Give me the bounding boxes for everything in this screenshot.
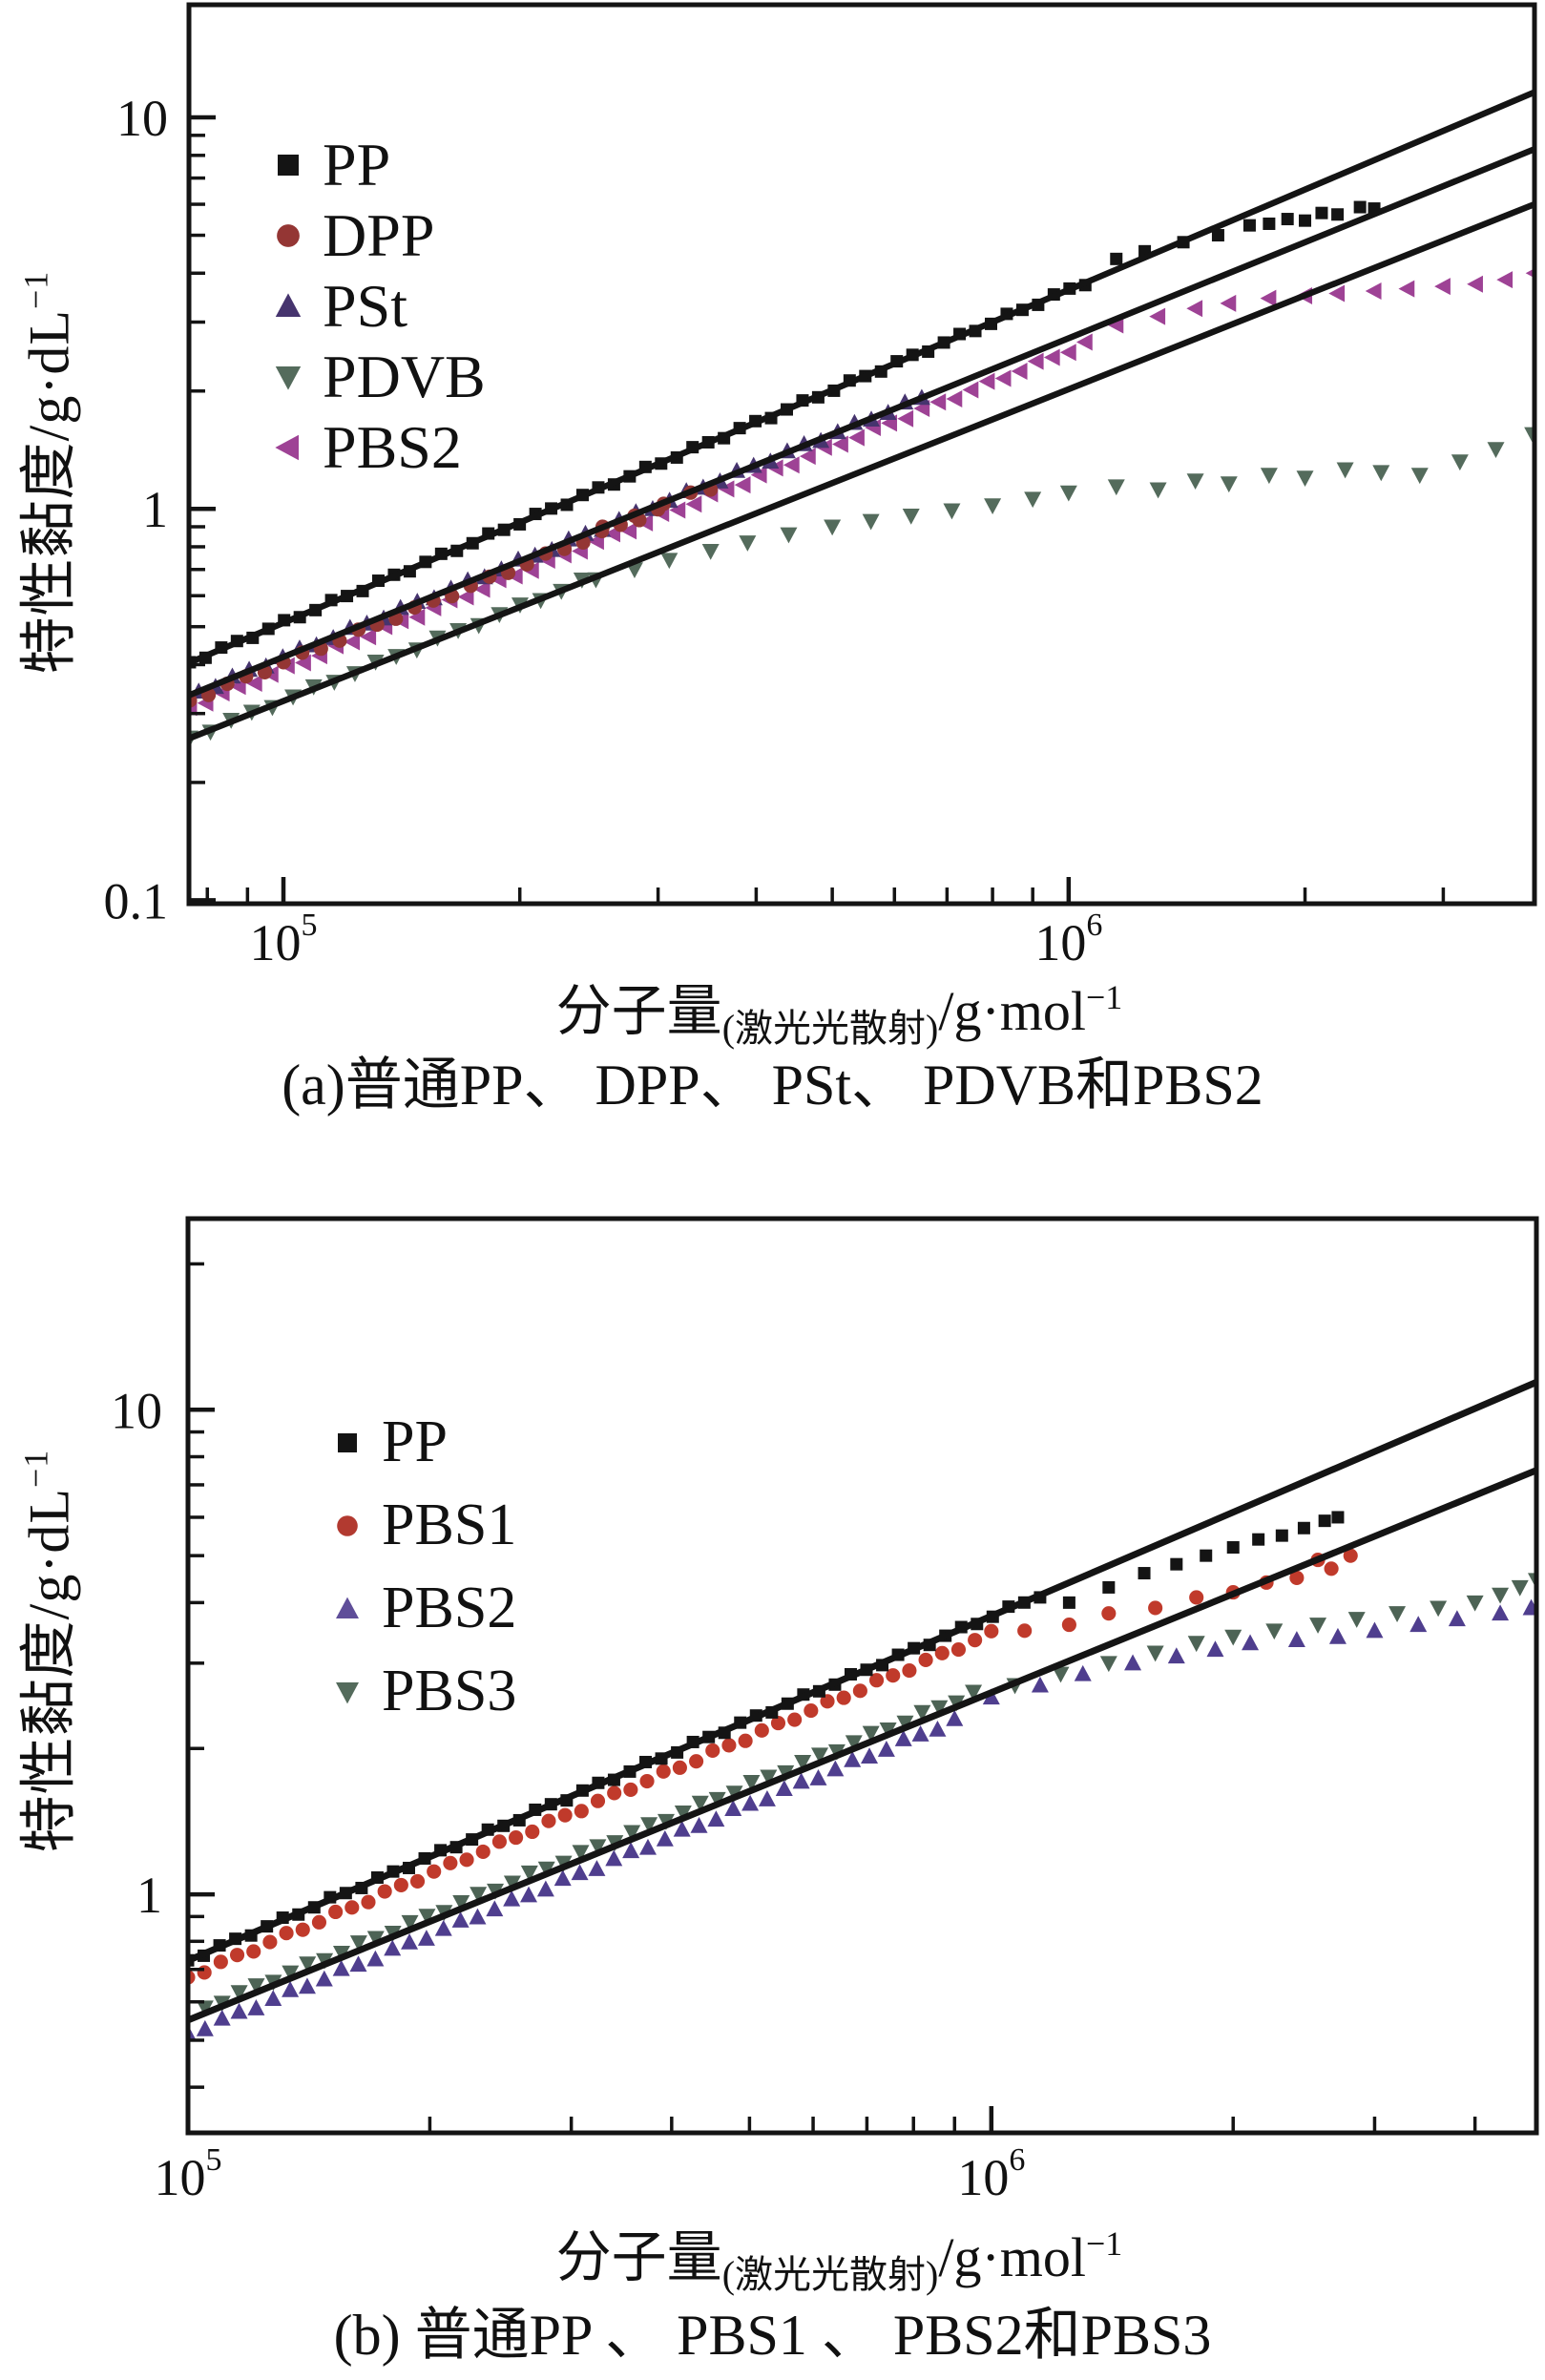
- legend-label: PBS3: [382, 1659, 517, 1723]
- legend-item-pdvb: PDVB: [271, 342, 486, 412]
- triangle-left-marker-icon: [275, 434, 299, 461]
- legend-label: PBS1: [382, 1493, 517, 1557]
- legend-label: PBS2: [382, 1576, 517, 1640]
- caption-b: (b) 普通PP 、 PBS1 、 PBS2和PBS3: [333, 2304, 1212, 2367]
- chart-a: 10 1 0.1 105 106: [104, 2, 1537, 971]
- legend-item-pbs3: PBS3: [330, 1650, 516, 1733]
- x-axis-label-unit: /g·mol: [938, 2226, 1086, 2288]
- chart-b-border: [185, 1216, 1539, 2136]
- legend-label: PDVB: [323, 343, 486, 410]
- x-axis-label-subscript: (激光光散射): [721, 2253, 939, 2296]
- circle-marker-icon: [337, 1514, 358, 1536]
- chart-b-y-tick-labels: 10 1: [111, 1382, 162, 1924]
- x-tick-label: 106: [1034, 908, 1102, 971]
- x-axis-label-unit: /g·mol: [938, 980, 1086, 1042]
- chart-b-ticks: [185, 1262, 1477, 2131]
- legend-item-pp: PP: [330, 1401, 516, 1484]
- y-tick-label: 10: [111, 1382, 162, 1439]
- circle-marker-icon: [277, 224, 300, 247]
- x-axis-label-subscript: (激光光散射): [721, 1007, 939, 1050]
- chart-b-fit-line-top: [188, 1379, 1536, 1964]
- y-tick-label: 1: [142, 481, 168, 538]
- y-axis-label-a: 特性黏度/g·dL−1: [3, 271, 86, 675]
- chart-a-fit-line-middle: [189, 146, 1535, 699]
- square-marker-icon: [338, 1432, 357, 1452]
- legend-a: PP DPP PSt PDVB PBS2: [271, 130, 486, 483]
- chart-b-x-tick-labels: 105 106: [155, 2142, 1026, 2206]
- triangle-down-marker-icon: [275, 366, 302, 390]
- x-axis-label-main: 分子量: [555, 2226, 722, 2288]
- chart-b: 10 1 105 106: [111, 1216, 1539, 2206]
- triangle-down-marker-icon: [336, 1681, 359, 1703]
- chart-b-fit-line-bottom: [188, 1467, 1536, 2024]
- y-axis-label-exponent: −1: [16, 270, 55, 309]
- x-tick-label: 105: [155, 2142, 222, 2206]
- x-tick-label: 105: [250, 908, 318, 971]
- legend-item-pbs2: PBS2: [330, 1567, 516, 1650]
- legend-label: PBS2: [323, 413, 462, 481]
- legend-item-pst: PSt: [271, 271, 486, 342]
- legend-label: PP: [382, 1409, 448, 1474]
- chart-a-border: [186, 2, 1537, 907]
- legend-label: PP: [323, 131, 391, 198]
- legend-label: PSt: [323, 272, 407, 340]
- chart-a-ticks: [191, 115, 1446, 903]
- x-axis-label-unit-exponent: −1: [1086, 978, 1123, 1016]
- y-tick-label: 10: [116, 90, 168, 147]
- chart-a-fit-line-bottom: [189, 201, 1535, 741]
- legend-item-pp: PP: [271, 130, 486, 200]
- legend-item-dpp: DPP: [271, 200, 486, 271]
- series-b-PBS2: [188, 1598, 1536, 2041]
- triangle-up-marker-icon: [275, 293, 302, 317]
- legend-b: PP PBS1 PBS2 PBS3: [330, 1401, 516, 1733]
- y-axis-label-text: 特性黏度/g·dL: [17, 1488, 81, 1853]
- triangle-up-marker-icon: [336, 1597, 359, 1618]
- legend-item-pbs2: PBS2: [271, 412, 486, 483]
- series-b-PBS1: [188, 1548, 1358, 1985]
- square-marker-icon: [278, 155, 299, 176]
- x-axis-label-main: 分子量: [555, 980, 722, 1042]
- y-tick-label: 0.1: [104, 872, 169, 929]
- x-tick-label: 106: [957, 2142, 1025, 2206]
- chart-a-y-tick-labels: 10 1 0.1: [104, 90, 169, 929]
- y-axis-label-b: 特性黏度/g·dL−1: [3, 1450, 86, 1853]
- legend-item-pbs1: PBS1: [330, 1484, 516, 1567]
- y-tick-label: 1: [136, 1867, 162, 1924]
- caption-a: (a)普通PP、 DPP、 PSt、 PDVB和PBS2: [282, 1054, 1263, 1117]
- x-axis-label-a: 分子量(激光光散射)/g·mol−1: [134, 966, 1545, 1053]
- x-axis-label-unit-exponent: −1: [1086, 2224, 1123, 2263]
- legend-label: DPP: [323, 201, 435, 269]
- chart-a-fit-line-top: [189, 89, 1535, 666]
- series-b-PBS3: [196, 1573, 1536, 2017]
- x-axis-label-b: 分子量(激光光散射)/g·mol−1: [134, 2212, 1545, 2299]
- y-axis-label-exponent: −1: [16, 1449, 55, 1488]
- y-axis-label-text: 特性黏度/g·dL: [17, 309, 81, 675]
- chart-a-x-tick-labels: 105 106: [250, 908, 1103, 971]
